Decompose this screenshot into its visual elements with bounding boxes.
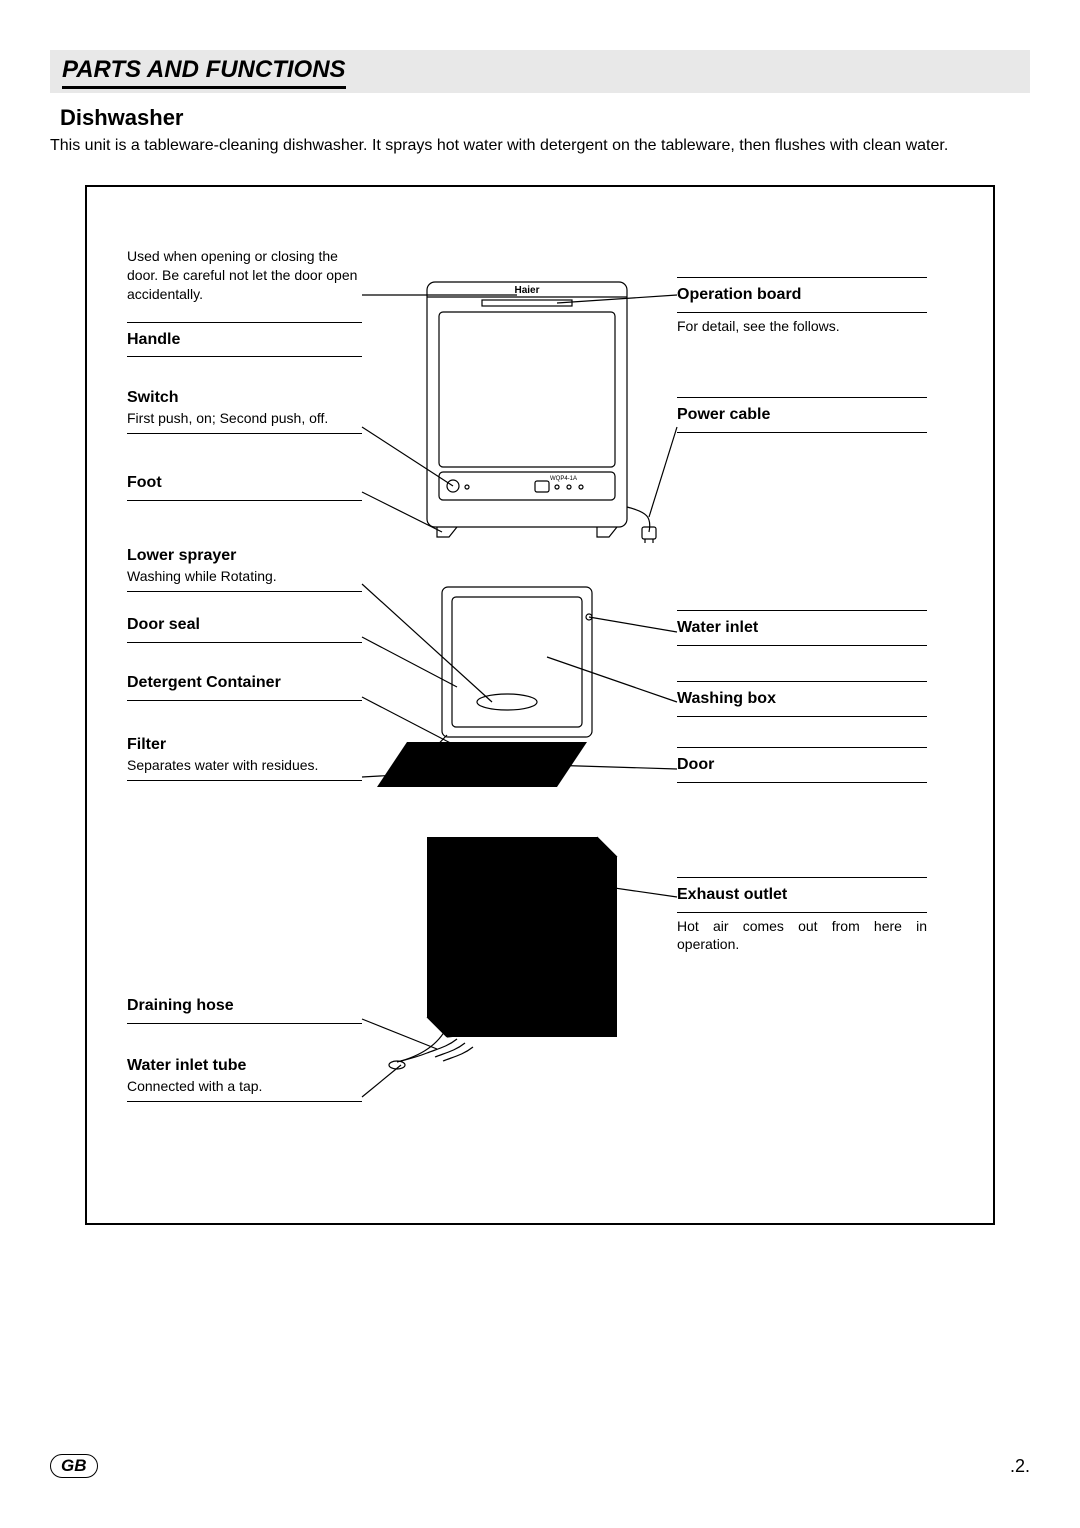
filter-title: Filter [127, 734, 362, 756]
operation-board-desc: For detail, see the follows. [677, 317, 927, 336]
subheading: Dishwasher [60, 105, 1030, 131]
exhaust-outlet-desc: Hot air comes out from here in operation… [677, 917, 927, 955]
callout-washing-box: Washing box [677, 681, 927, 721]
washing-box-title: Washing box [677, 681, 927, 717]
manual-page: PARTS AND FUNCTIONS Dishwasher This unit… [0, 0, 1080, 1528]
water-inlet-tube-title: Water inlet tube [127, 1055, 362, 1077]
callout-filter: Filter Separates water with residues. [127, 734, 362, 785]
page-footer: GB .2. [50, 1454, 1030, 1478]
callout-detergent-container: Detergent Container [127, 672, 362, 705]
callout-foot: Foot [127, 472, 362, 505]
foot-title: Foot [127, 472, 362, 501]
door-seal-title: Door seal [127, 614, 362, 643]
switch-desc: First push, on; Second push, off. [127, 409, 362, 435]
diagram-frame: Used when opening or closing the door. B… [85, 185, 995, 1225]
brand-label: Haier [514, 285, 539, 296]
callout-draining-hose: Draining hose [127, 995, 362, 1028]
callout-power-cable: Power cable [677, 397, 927, 437]
water-inlet-tube-desc: Connected with a tap. [127, 1077, 362, 1103]
filter-desc: Separates water with residues. [127, 756, 362, 782]
section-title: PARTS AND FUNCTIONS [62, 56, 346, 89]
callout-lower-sprayer: Lower sprayer Washing while Rotating. [127, 545, 362, 596]
language-badge: GB [50, 1454, 98, 1478]
callout-water-inlet-tube: Water inlet tube Connected with a tap. [127, 1055, 362, 1106]
water-inlet-title: Water inlet [677, 610, 927, 646]
detergent-title: Detergent Container [127, 672, 362, 701]
callout-operation-board: Operation board For detail, see the foll… [677, 277, 927, 335]
page-number: .2. [1010, 1456, 1030, 1477]
callout-water-inlet: Water inlet [677, 610, 927, 650]
intro-text: This unit is a tableware-cleaning dishwa… [50, 137, 1030, 155]
door-title: Door [677, 747, 927, 783]
exhaust-outlet-title: Exhaust outlet [677, 877, 927, 913]
switch-title: Switch [127, 387, 362, 409]
callout-door: Door [677, 747, 927, 787]
operation-board-title: Operation board [677, 277, 927, 313]
handle-desc: Used when opening or closing the door. B… [127, 247, 362, 304]
lower-sprayer-title: Lower sprayer [127, 545, 362, 567]
callout-door-seal: Door seal [127, 614, 362, 647]
callout-exhaust-outlet: Exhaust outlet Hot air comes out from he… [677, 877, 927, 954]
draining-hose-title: Draining hose [127, 995, 362, 1024]
lower-sprayer-desc: Washing while Rotating. [127, 567, 362, 593]
handle-title: Handle [127, 322, 362, 358]
callout-handle: Used when opening or closing the door. B… [127, 247, 362, 361]
power-cable-title: Power cable [677, 397, 927, 433]
section-title-bar: PARTS AND FUNCTIONS [50, 50, 1030, 93]
callout-switch: Switch First push, on; Second push, off. [127, 387, 362, 438]
model-label: WQP4-1A [550, 476, 577, 482]
